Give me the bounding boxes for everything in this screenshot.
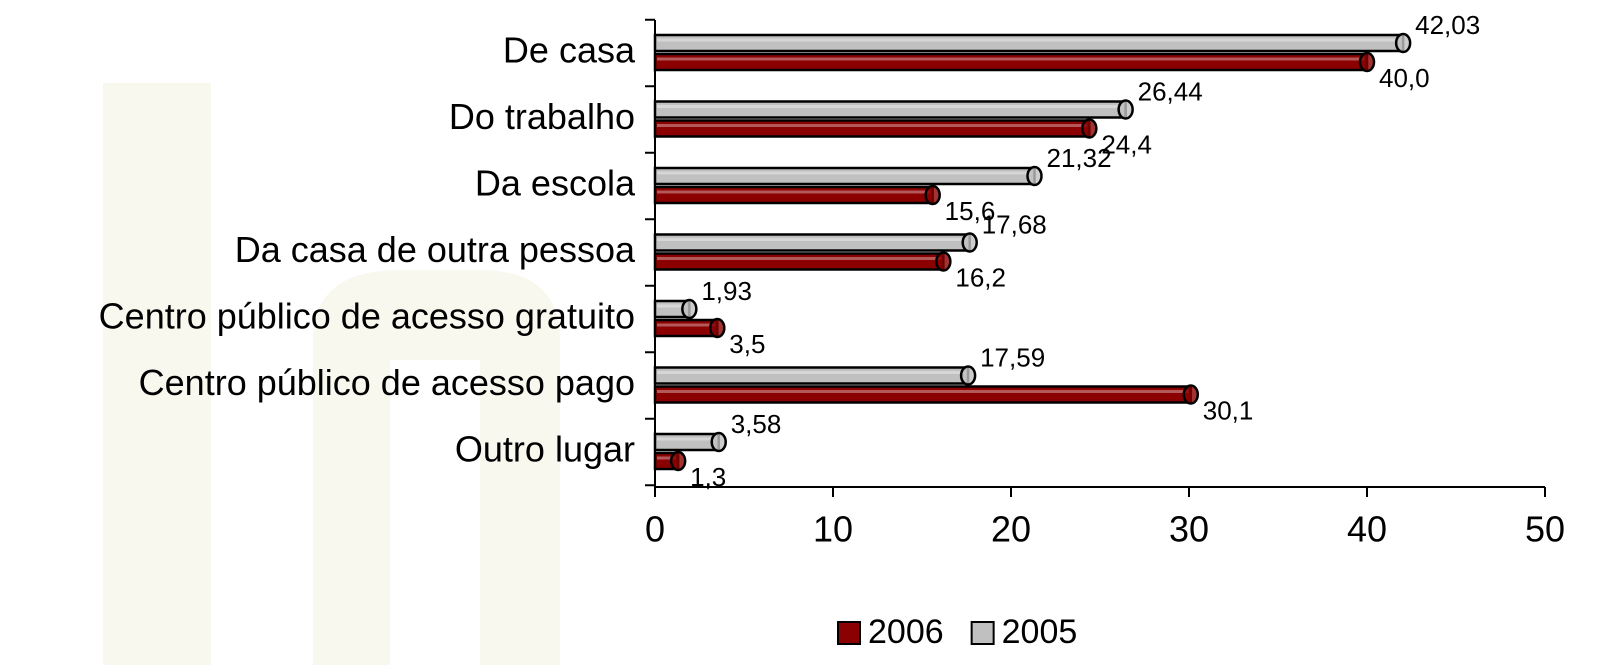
bar xyxy=(653,432,720,452)
data-label: 16,2 xyxy=(955,262,1006,292)
bar xyxy=(653,119,1091,138)
data-label: 26,44 xyxy=(1138,76,1203,106)
category-label: Centro público de acesso pago xyxy=(139,362,635,403)
data-label: 42,03 xyxy=(1415,10,1480,40)
bar-cap xyxy=(681,298,698,320)
bar xyxy=(653,52,1369,72)
legend-swatch xyxy=(970,621,995,645)
bar-cap xyxy=(1182,384,1200,405)
watermark xyxy=(103,83,560,665)
data-label: 30,1 xyxy=(1203,395,1254,425)
data-label: 3,58 xyxy=(731,409,782,439)
category-label: De casa xyxy=(503,30,636,71)
data-label: 24,4 xyxy=(1101,129,1152,159)
x-tick-label: 0 xyxy=(645,509,665,550)
category-label: Do trabalho xyxy=(449,96,635,137)
data-label: 1,93 xyxy=(701,276,752,306)
category-label: Centro público de acesso gratuito xyxy=(99,296,635,337)
bar-cap xyxy=(1394,32,1412,54)
bar xyxy=(653,33,1405,53)
category-label: Da escola xyxy=(475,163,636,204)
bar xyxy=(653,100,1127,119)
bar-cap xyxy=(959,365,977,386)
x-tick-label: 40 xyxy=(1347,509,1387,550)
bar-cap xyxy=(1081,118,1098,139)
category-label: Outro lugar xyxy=(455,429,635,470)
bar-cap xyxy=(710,431,727,453)
bar xyxy=(653,166,1036,186)
legend-label: 2006 xyxy=(868,613,944,651)
bar xyxy=(653,252,945,271)
bar-cap xyxy=(935,251,952,272)
bar-cap xyxy=(1358,51,1376,73)
bar xyxy=(653,318,719,338)
legend-swatch xyxy=(837,621,861,645)
x-tick-label: 30 xyxy=(1169,509,1209,550)
bar xyxy=(653,385,1193,404)
x-tick-label: 20 xyxy=(991,509,1031,550)
bar xyxy=(653,366,970,385)
data-label: 15,6 xyxy=(945,196,996,226)
data-label: 3,5 xyxy=(729,329,765,359)
legend-label: 2005 xyxy=(1002,613,1078,651)
x-tick-label: 10 xyxy=(813,509,853,550)
bar-cap xyxy=(961,232,978,253)
data-label: 40,0 xyxy=(1379,63,1430,93)
x-tick-label: 50 xyxy=(1525,509,1565,550)
data-label: 17,59 xyxy=(980,342,1045,372)
category-label: Da casa de outra pessoa xyxy=(235,229,636,270)
data-label: 17,68 xyxy=(982,209,1047,239)
bar-cap xyxy=(1117,99,1134,120)
bar xyxy=(653,233,971,252)
bar-cap xyxy=(1026,165,1043,187)
data-label: 21,32 xyxy=(1046,143,1111,173)
bar-cap xyxy=(709,317,726,339)
bar-cap xyxy=(924,184,941,206)
data-label: 1,3 xyxy=(690,462,726,492)
bar-cap xyxy=(669,450,687,472)
bar xyxy=(653,185,934,205)
